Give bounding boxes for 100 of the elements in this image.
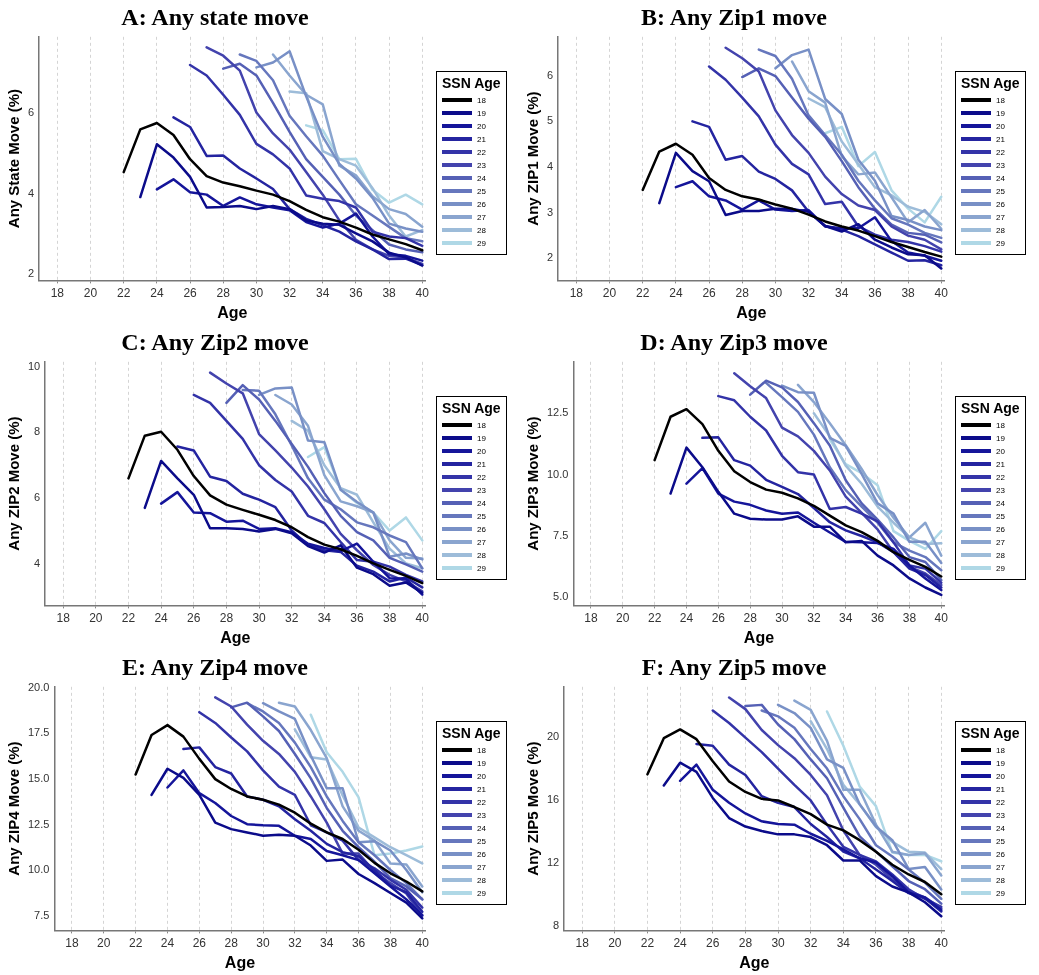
legend-label: 28: [996, 875, 1005, 885]
y-tick-label: 10.0: [546, 467, 569, 480]
x-tick-label: 18: [56, 610, 71, 625]
x-tick-label: 28: [224, 935, 239, 950]
x-tick-label: 30: [768, 285, 783, 300]
legend-label: 25: [996, 836, 1005, 846]
x-axis-title: Age: [217, 303, 248, 321]
legend-label: 24: [477, 173, 486, 183]
legend-label: 23: [477, 810, 486, 820]
legend-label: 29: [996, 888, 1005, 898]
x-tick-label: 30: [256, 935, 271, 950]
x-tick-label: 18: [584, 610, 598, 625]
y-tick-label: 10.0: [27, 863, 50, 876]
y-tick-label: 20.0: [27, 680, 50, 693]
legend-label: 27: [996, 212, 1005, 222]
legend-label: 25: [996, 511, 1005, 521]
legend-label: 25: [477, 836, 486, 846]
x-tick-label: 24: [150, 285, 164, 300]
legend-label: 26: [477, 524, 486, 534]
x-tick-label: 36: [869, 935, 883, 950]
x-tick-label: 24: [679, 610, 694, 625]
legend-label: 23: [996, 485, 1005, 495]
y-tick-label: 15.0: [27, 771, 50, 784]
x-tick-label: 28: [743, 610, 758, 625]
x-tick-label: 18: [575, 935, 590, 950]
x-tick-label: 38: [382, 285, 397, 300]
x-tick-label: 24: [669, 285, 683, 300]
legend-label: 22: [996, 797, 1005, 807]
chart-title: B: Any Zip1 move: [640, 3, 828, 30]
x-tick-label: 26: [711, 610, 726, 625]
x-tick-label: 22: [121, 610, 136, 625]
chart-title: F: Any Zip5 move: [641, 653, 827, 680]
x-tick-label: 26: [192, 935, 207, 950]
x-tick-label: 34: [317, 610, 332, 625]
legend-label: 29: [996, 238, 1005, 248]
x-tick-label: 18: [50, 285, 65, 300]
legend-label: 25: [996, 186, 1005, 196]
x-tick-label: 18: [569, 285, 584, 300]
chart-title: E: Any Zip4 move: [121, 653, 309, 680]
y-tick-label: 2: [27, 267, 35, 280]
legend-label: 28: [996, 550, 1005, 560]
x-axis-title: Age: [743, 628, 775, 646]
x-tick-label: 34: [835, 285, 849, 300]
x-axis-title: Age: [739, 953, 770, 971]
x-tick-label: 24: [154, 610, 169, 625]
x-tick-label: 32: [282, 285, 297, 300]
legend-label: 20: [996, 771, 1005, 781]
x-tick-label: 40: [934, 610, 949, 625]
y-axis-title: Any ZIP5 Move (%): [524, 741, 542, 876]
y-tick-label: 8: [553, 918, 560, 931]
x-tick-label: 32: [285, 610, 299, 625]
y-tick-label: 4: [27, 186, 35, 199]
legend-label: 21: [996, 459, 1005, 469]
legend-label: 27: [477, 862, 486, 872]
x-tick-label: 22: [636, 285, 650, 300]
x-axis-title: Age: [736, 303, 767, 321]
x-tick-label: 34: [836, 935, 851, 950]
y-tick-label: 17.5: [27, 726, 50, 739]
legend-label: 28: [996, 225, 1005, 235]
x-axis-title: Age: [220, 628, 251, 646]
legend-label: 22: [477, 472, 486, 482]
x-tick-label: 18: [65, 935, 79, 950]
x-tick-label: 36: [870, 610, 885, 625]
legend-label: 21: [477, 784, 486, 794]
x-tick-label: 30: [771, 935, 786, 950]
legend-label: 23: [477, 485, 486, 495]
x-tick-label: 26: [183, 285, 198, 300]
legend-label: 22: [477, 147, 486, 157]
y-tick-label: 20: [546, 730, 560, 743]
legend-label: 21: [996, 784, 1005, 794]
x-tick-label: 38: [901, 285, 916, 300]
y-tick-label: 12: [546, 855, 560, 868]
y-tick-label: 12.5: [27, 817, 50, 830]
y-tick-label: 12.5: [546, 406, 569, 419]
legend-label: 27: [996, 862, 1005, 872]
legend-title: SSN Age: [961, 724, 1020, 741]
y-axis-title: Any ZIP2 Move (%): [5, 416, 23, 551]
legend-title: SSN Age: [442, 399, 501, 416]
legend-label: 18: [996, 420, 1005, 430]
x-tick-label: 38: [383, 935, 398, 950]
legend-label: 22: [996, 147, 1005, 157]
legend-label: 20: [996, 446, 1005, 456]
legend-label: 26: [996, 199, 1005, 209]
legend-label: 24: [996, 498, 1005, 508]
legend-label: 28: [477, 225, 486, 235]
legend-label: 26: [996, 524, 1005, 534]
legend-label: 18: [996, 95, 1005, 105]
y-tick-label: 6: [27, 106, 35, 119]
legend-label: 20: [477, 121, 486, 131]
y-tick-label: 2: [546, 251, 554, 264]
x-tick-label: 20: [89, 610, 103, 625]
x-tick-label: 26: [187, 610, 201, 625]
legend-label: 18: [996, 745, 1005, 755]
x-tick-label: 28: [738, 935, 753, 950]
x-tick-label: 38: [382, 610, 397, 625]
x-tick-label: 32: [807, 610, 821, 625]
legend-title: SSN Age: [961, 399, 1020, 416]
x-tick-label: 22: [640, 935, 655, 950]
x-tick-label: 34: [320, 935, 334, 950]
legend-label: 22: [477, 797, 486, 807]
